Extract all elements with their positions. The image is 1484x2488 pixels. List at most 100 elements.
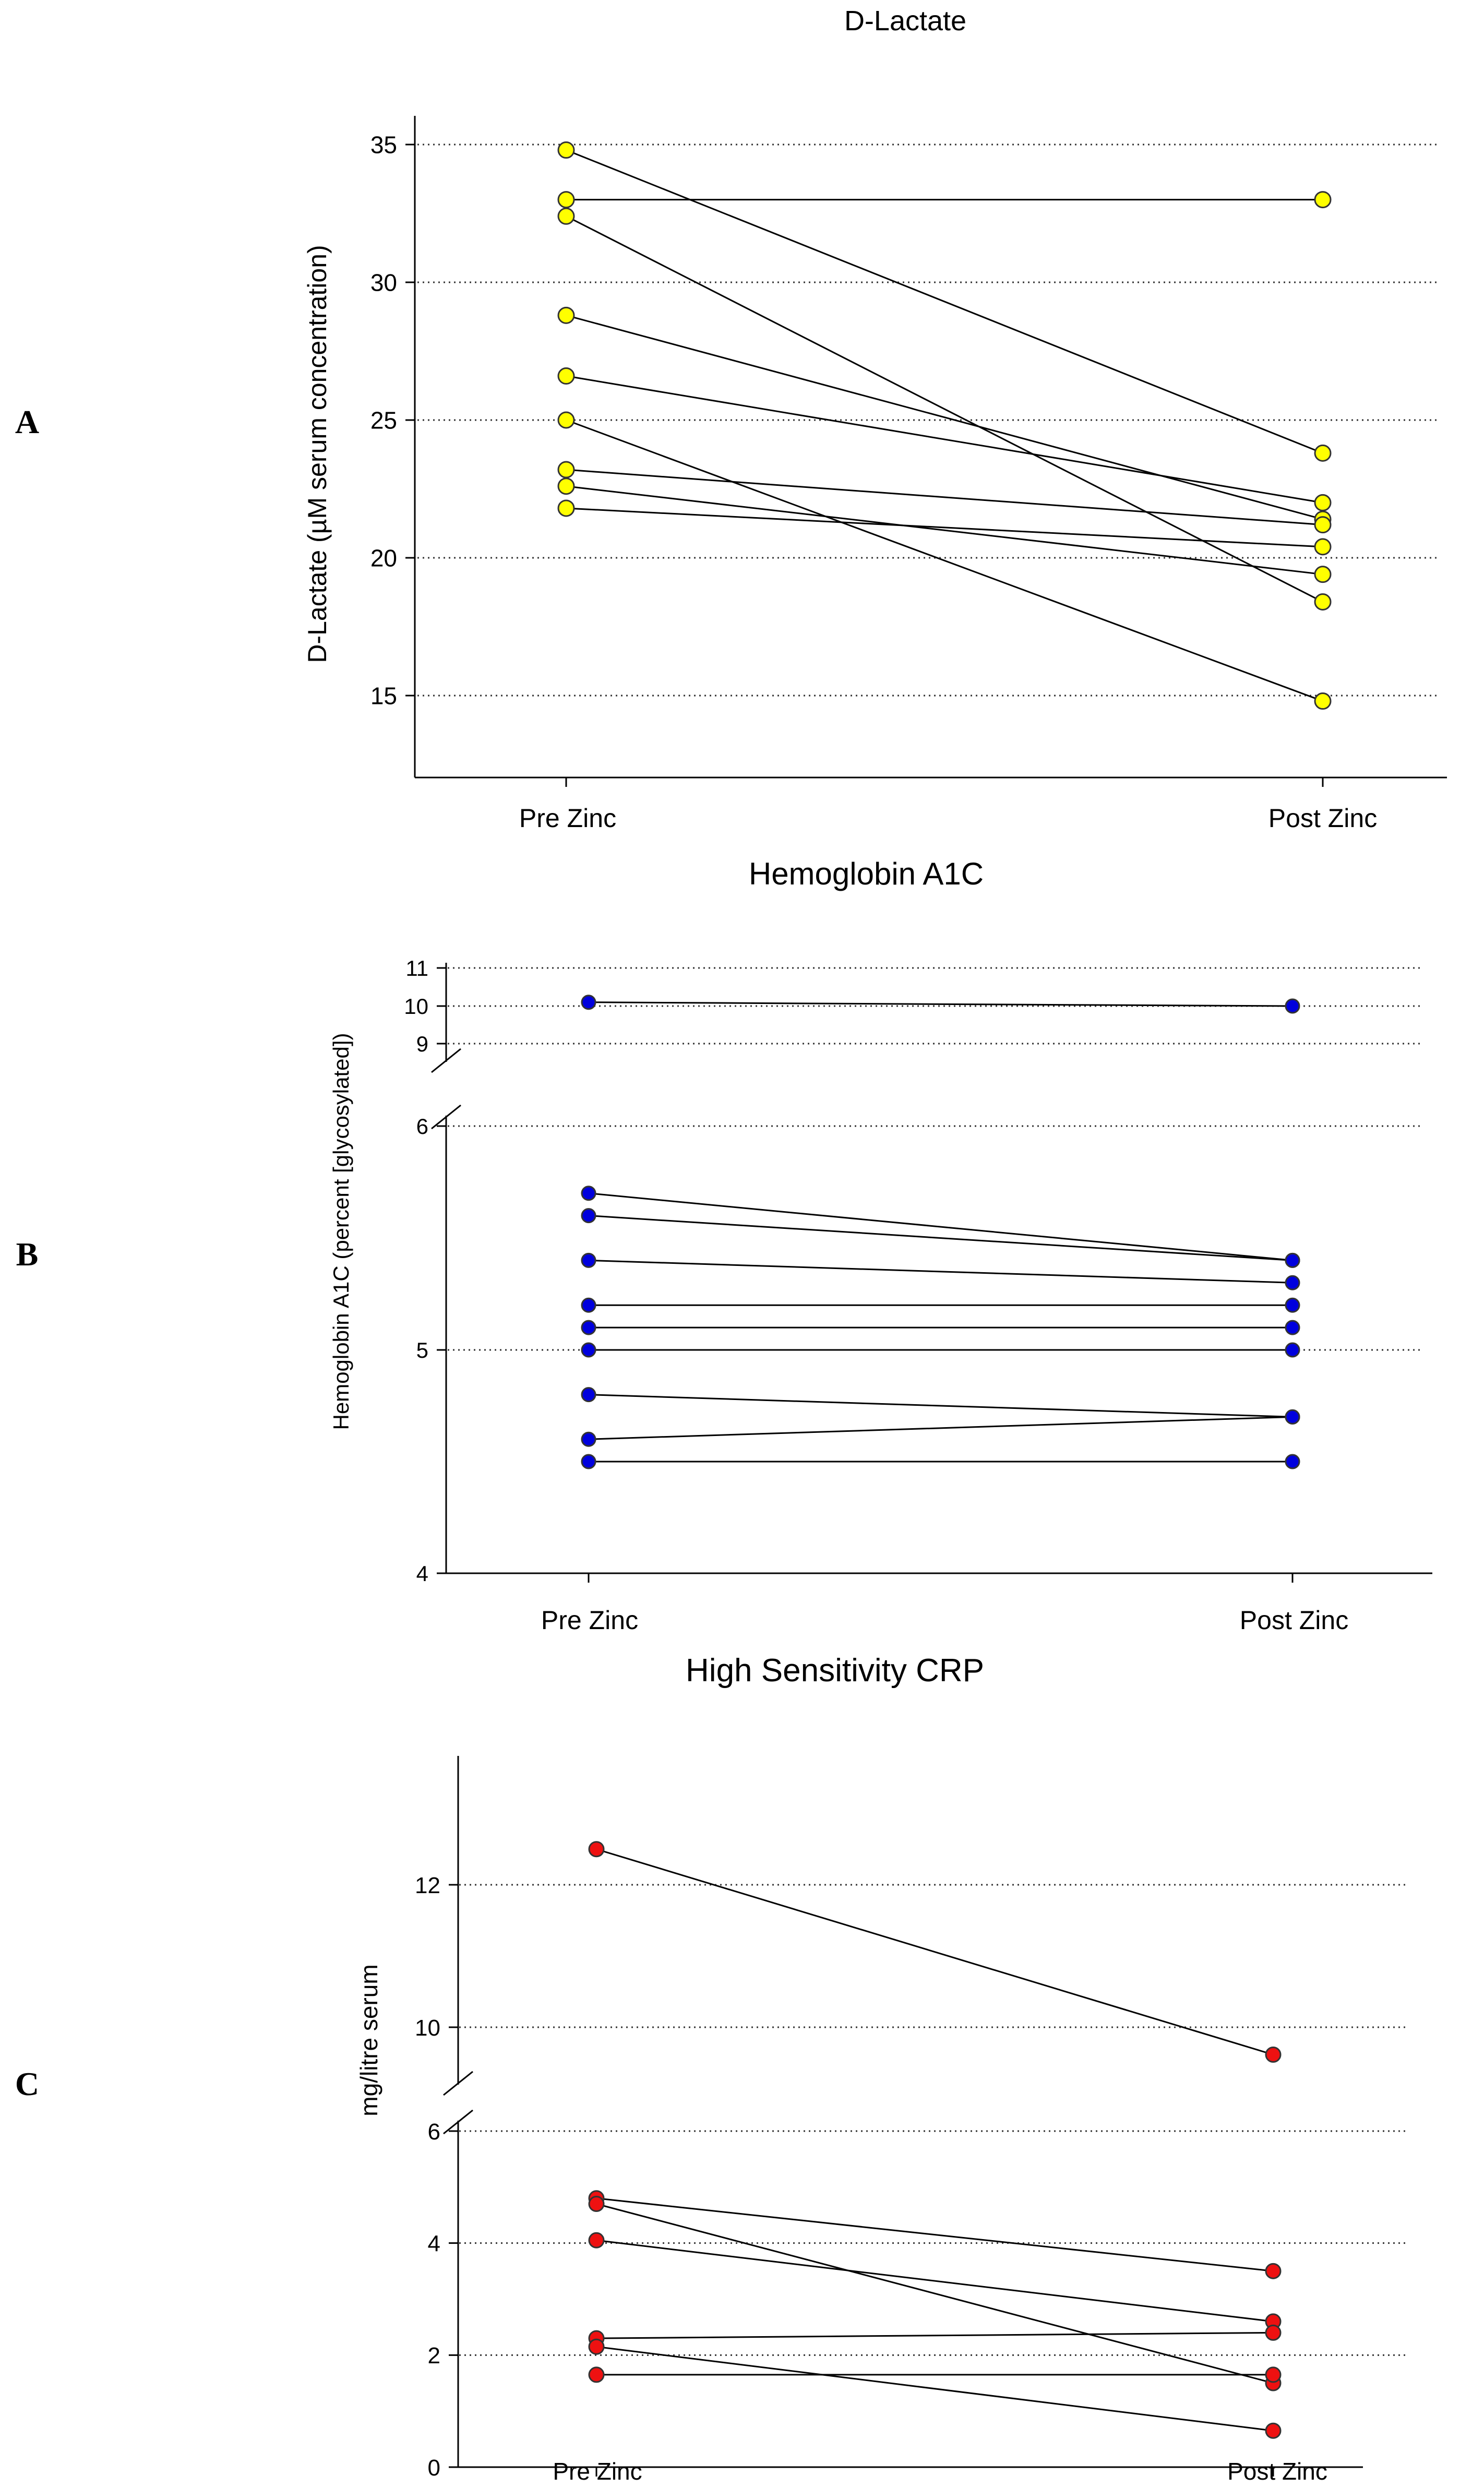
y-tick-label: 15 [370,683,397,710]
data-point-pre [588,2338,605,2355]
subject-line [566,469,1323,526]
y-tick-label: 12 [415,1873,440,1898]
data-point-post [1314,566,1332,583]
subject-line [566,375,1323,504]
data-point-post [1285,1320,1300,1335]
subject-line [588,1215,1293,1261]
data-point-pre [588,1841,605,1858]
y-tick-label: 10 [404,994,428,1019]
data-point-post [1265,2324,1282,2341]
y-tick-label: 25 [370,407,397,434]
data-point-post [1265,2263,1282,2279]
axis-break-mark [443,2071,473,2096]
y-tick-labels: 0 2 4 6 10 12 [415,1873,440,2481]
data-point-post [1265,2366,1282,2383]
subject-line [566,215,1323,603]
y-axis-label: Hemoglobin A1C (percent [glycosylated]) [329,1033,353,1430]
x-tick-label-pre-zinc: Pre Zinc [541,1606,638,1635]
data-point-post [1285,998,1300,1014]
y-tick-label: 9 [416,1032,428,1056]
data-point-post [1285,1275,1300,1290]
subject-line [566,507,1323,548]
x-tick-label-pre-zinc: Pre Zinc [553,2458,642,2485]
y-tick-label: 0 [428,2455,440,2481]
y-tick-label: 6 [416,1114,428,1139]
subject-line [596,2239,1274,2323]
x-tick-label-post-zinc: Post Zinc [1227,2458,1327,2485]
y-tick-label: 6 [428,2119,440,2145]
subject-line [588,1259,1293,1284]
y-tick-label: 4 [416,1561,428,1586]
data-point-pre [557,477,575,495]
data-point-post [1314,692,1332,710]
data-point-pre [557,306,575,324]
data-point-pre [557,499,575,517]
data-point-pre [588,2366,605,2383]
data-point-post [1285,1409,1300,1425]
data-point-post [1285,1297,1300,1313]
subject-line [588,1192,1293,1261]
subject-line [566,485,1323,576]
panel-label-a: A [15,403,39,440]
axes [431,963,1432,1583]
y-tick-label: 11 [405,956,428,980]
chart-d-lactate: D-Lactate D-Lactate (µM serum concentrat… [303,5,1447,833]
data-point-post [1314,593,1332,611]
panel-label-c: C [15,2065,39,2102]
data-point-pre [581,1208,596,1224]
subject-line [566,149,1323,454]
data-point-pre [581,1387,596,1403]
axis-break-mark [431,1048,461,1073]
data-point-post [1314,444,1332,462]
data-point-post [1265,2047,1282,2063]
data-point-pre [581,1431,596,1447]
y-tick-label: 4 [428,2231,440,2257]
y-tick-label: 35 [370,131,397,159]
data-point-pre [557,461,575,479]
data-point-pre [581,1454,596,1469]
axes [405,116,1447,787]
data-point-post [1314,516,1332,534]
data-point-pre [588,2196,605,2212]
data-point-pre [581,995,596,1010]
data-point-pre [581,1186,596,1201]
data-point-pre [581,1320,596,1335]
y-tick-labels: 15 20 25 30 35 [370,131,397,710]
data-point-post [1314,494,1332,511]
data-point-pre [581,1342,596,1358]
chart-hemoglobin-a1c: Hemoglobin A1C Hemoglobin A1C (percent [… [329,856,1432,1635]
chart-title: Hemoglobin A1C [749,856,984,891]
x-tick-label-post-zinc: Post Zinc [1268,804,1377,833]
data-point-post [1285,1342,1300,1358]
data-points [588,1841,1282,2439]
y-tick-label: 30 [370,269,397,296]
data-point-pre [557,411,575,429]
subject-line [596,2346,1274,2432]
data-point-pre [581,1297,596,1313]
data-point-pre [557,191,575,209]
data-point-pre [557,367,575,385]
chart-hs-crp: High Sensitivity CRP mg/litre serum 0 2 4 6… [355,1653,1406,2485]
subject-line [596,1848,1274,2055]
subject-line [588,1001,1293,1007]
x-tick-label-post-zinc: Post Zinc [1240,1606,1348,1635]
series-lines [588,1001,1293,1463]
data-point-post [1314,191,1332,209]
subject-line [588,1416,1293,1440]
y-tick-labels: 4 5 6 9 10 11 [404,956,428,1586]
data-point-post [1285,1454,1300,1469]
data-point-pre [588,2232,605,2248]
axis-break-mark [431,1104,461,1130]
data-point-post [1314,538,1332,556]
data-points [581,995,1300,1469]
data-point-post [1265,2422,1282,2439]
y-tick-label: 20 [370,545,397,572]
y-axis-label: mg/litre serum [355,1964,382,2116]
data-point-pre [557,207,575,225]
data-point-pre [581,1252,596,1268]
subject-line [566,314,1323,520]
x-tick-label-pre-zinc: Pre Zinc [519,804,616,833]
y-axis-label: D-Lactate (µM serum concentration) [303,245,332,663]
